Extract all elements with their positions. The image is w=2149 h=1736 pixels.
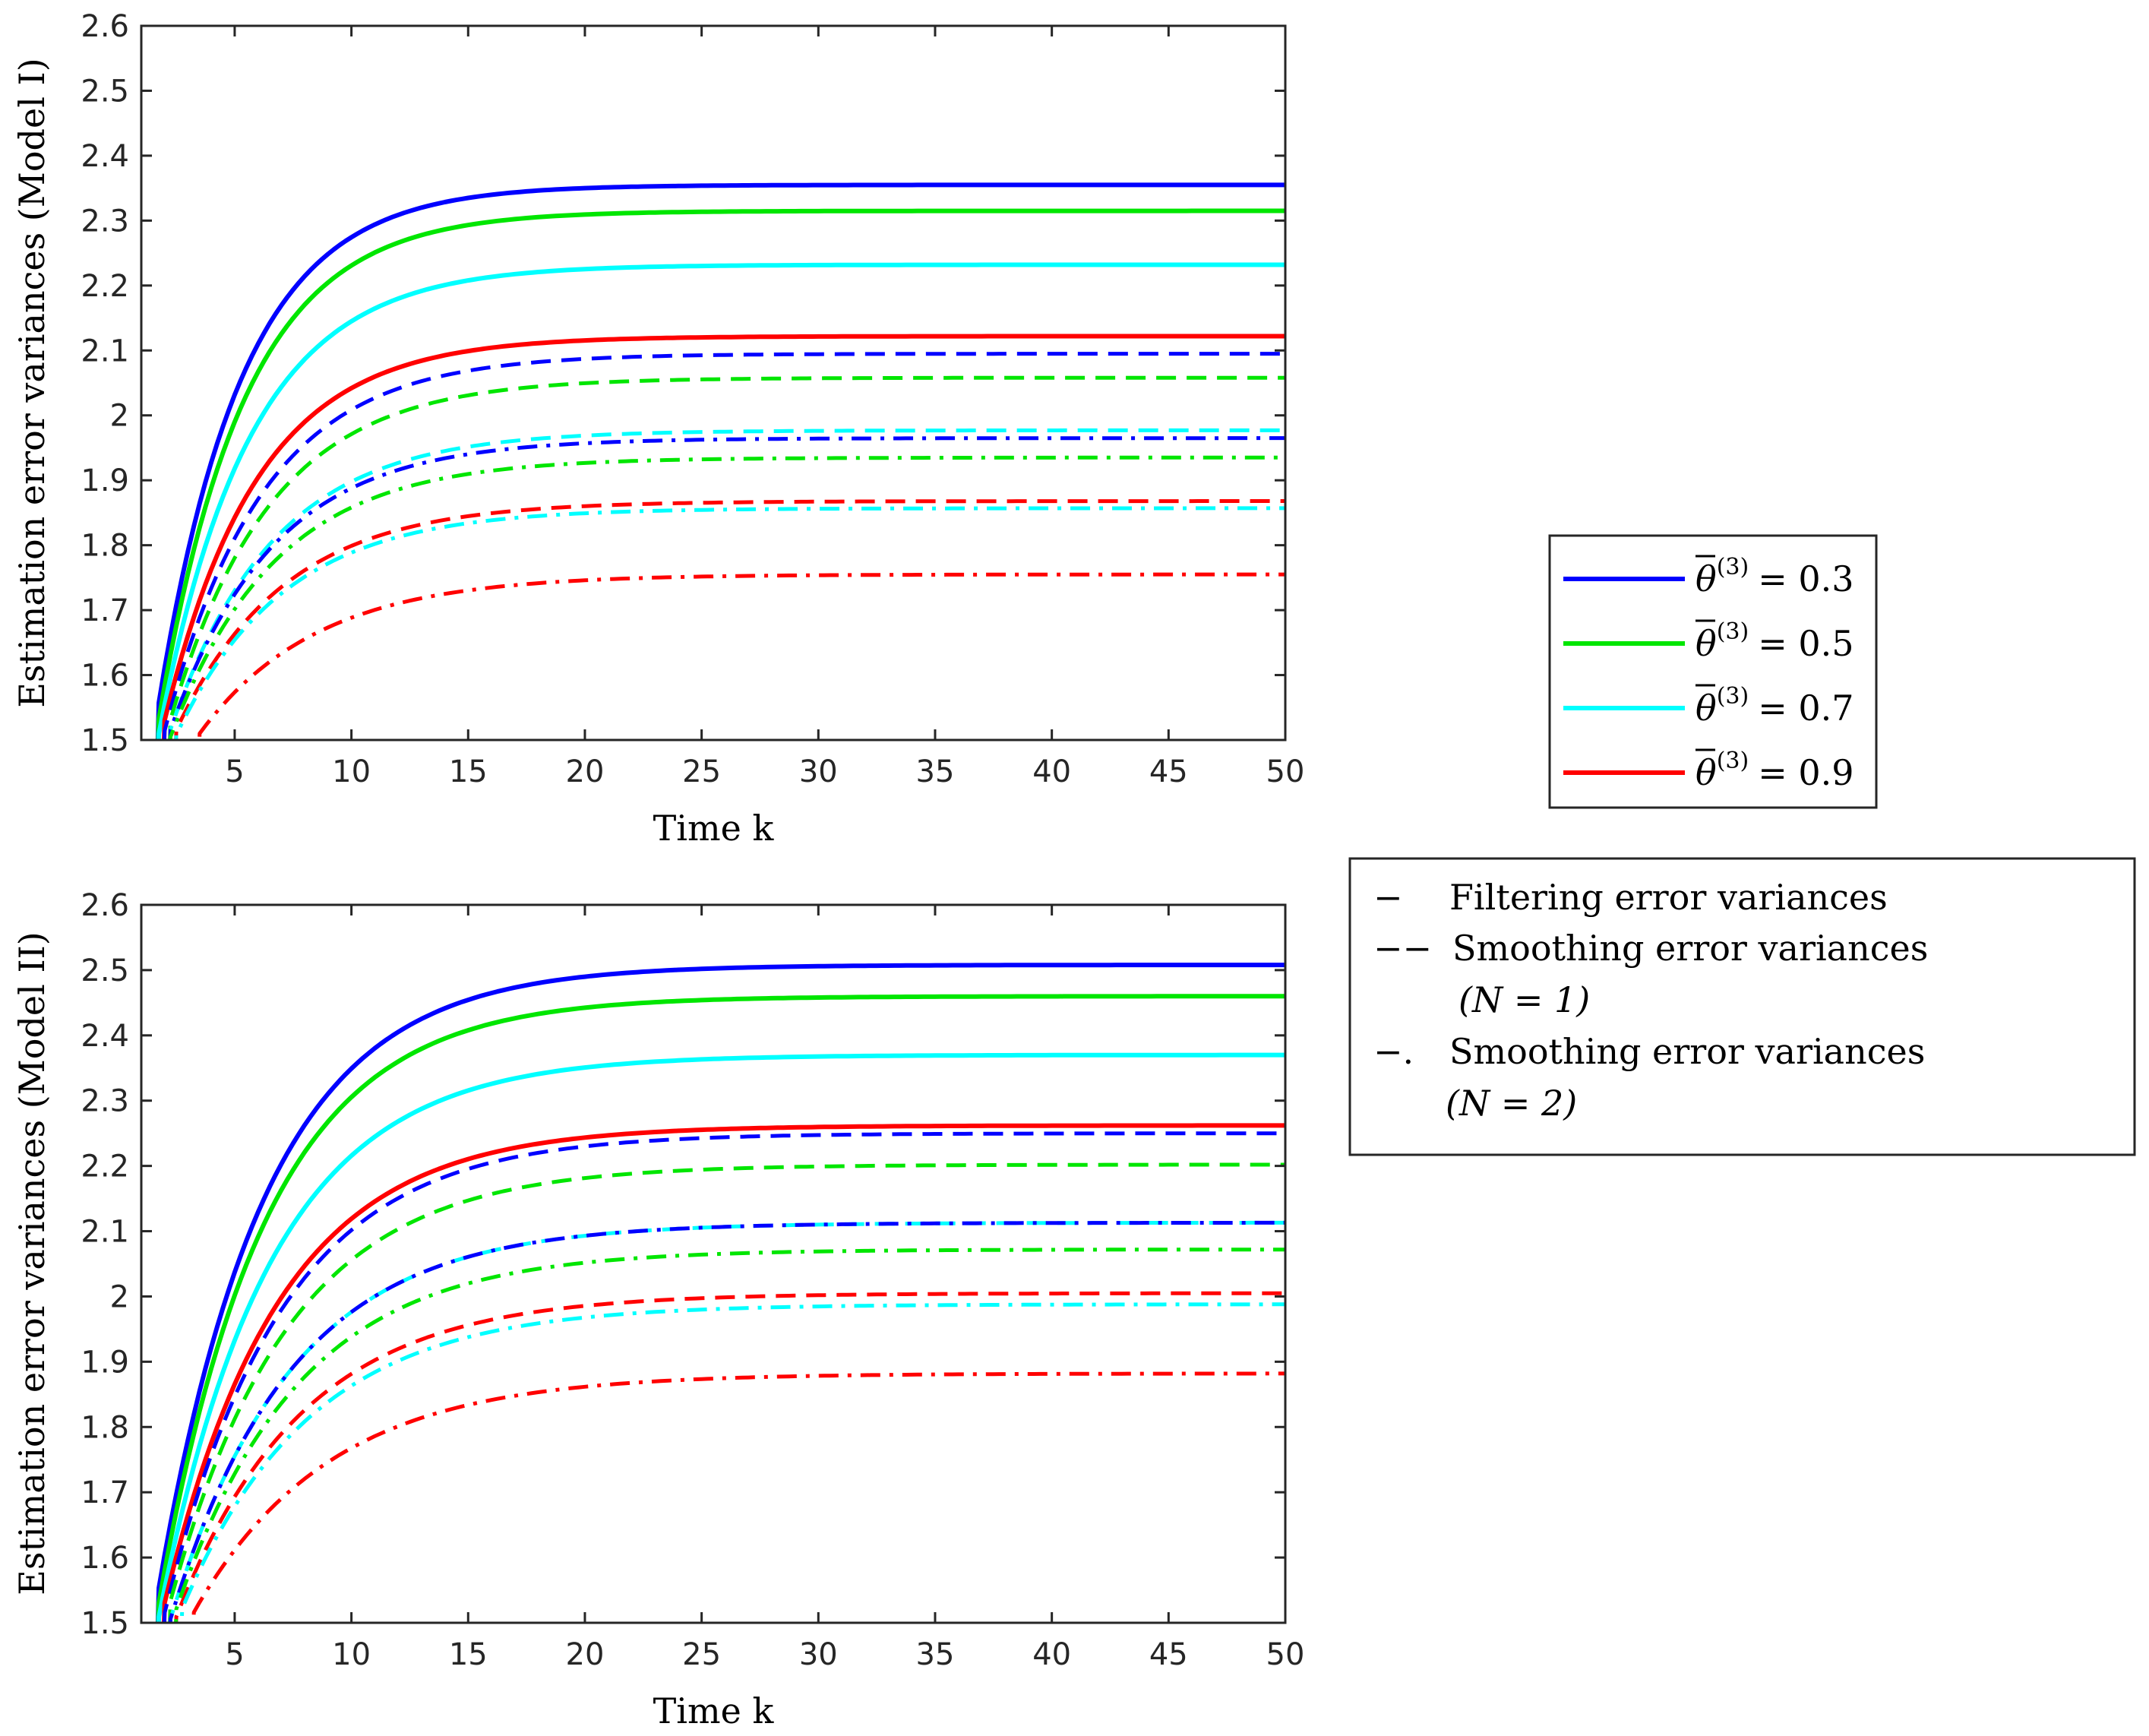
bottom-ytick-label: 2.6 <box>81 888 129 923</box>
bottom-ylabel: Estimation error variances (Model II) <box>11 931 52 1595</box>
top-ytick-label: 2.2 <box>81 269 129 304</box>
style-legend-symbol-1: − <box>1373 877 1403 918</box>
top-xtick-label: 25 <box>682 754 721 789</box>
style-legend-symbol-3: −. <box>1373 1031 1414 1072</box>
top-ytick-label: 1.8 <box>81 529 129 564</box>
top-xlabel: Time k <box>653 808 775 849</box>
bottom-ytick-label: 2 <box>110 1279 129 1314</box>
bottom-xtick-label: 20 <box>566 1637 605 1672</box>
top-xtick-label: 30 <box>799 754 838 789</box>
bottom-series-4 <box>161 1123 1285 1623</box>
top-ytick-label: 2 <box>110 399 129 434</box>
top-series-12 <box>198 572 1285 740</box>
top-series-5 <box>162 352 1285 740</box>
style-legend-text-1: Filtering error variances <box>1449 877 1888 918</box>
bottom-xtick-label: 5 <box>225 1637 244 1672</box>
top-xtick-label: 20 <box>566 754 605 789</box>
top-ytick-label: 1.6 <box>81 659 129 694</box>
top-xtick-label: 50 <box>1266 754 1305 789</box>
bottom-ytick-label: 1.5 <box>81 1606 129 1641</box>
theta-legend: θ(3) = 0.3 θ(3) = 0.5 θ(3) = 0.7 θ(3) = 0.9 <box>1548 534 1878 809</box>
top-series-2 <box>156 208 1285 740</box>
bottom-xtick-label: 50 <box>1266 1637 1305 1672</box>
theta-legend-label-2: θ(3) = 0.5 <box>1695 618 1854 664</box>
top-ytick-label: 2.4 <box>81 139 129 174</box>
top-series-9 <box>168 436 1285 740</box>
theta-legend-label-4: θ(3) = 0.9 <box>1695 748 1854 793</box>
top-series-10 <box>168 455 1285 740</box>
top-ticks-layer: 5 10 15 20 25 30 35 40 45 50 1.5 1.6 1.7 1.8 1.9 2 2.1 2.… <box>81 9 1304 789</box>
top-panel: 5 10 15 20 25 30 35 40 45 50 1.5 1.6 1.7 1.8 1.9 2 2.1 2.… <box>11 9 1304 849</box>
top-series-11 <box>174 506 1285 740</box>
top-series-4 <box>162 334 1285 740</box>
bottom-ytick-label: 2.3 <box>81 1084 129 1119</box>
theta-legend-label-3: θ(3) = 0.7 <box>1695 683 1854 729</box>
bottom-series-3 <box>156 1052 1285 1623</box>
bottom-panel: 5 10 15 20 25 30 35 40 45 50 1.5 1.6 1.7 1.8 1.9 2 2.1 2.… <box>11 888 1304 1731</box>
style-legend-text-3: Smoothing error variances <box>1449 1031 1925 1072</box>
top-ytick-label: 2.3 <box>81 204 129 239</box>
top-plot-frame <box>140 24 1287 742</box>
style-legend-box <box>1348 857 2136 1156</box>
top-xtick-label: 15 <box>449 754 488 789</box>
top-ytick-label: 1.7 <box>81 593 129 628</box>
bottom-xtick-label: 35 <box>916 1637 955 1672</box>
top-ytick-label: 1.5 <box>81 723 129 758</box>
bottom-ytick-label: 1.6 <box>81 1541 129 1576</box>
bottom-series-layer <box>155 963 1285 1623</box>
bottom-series-9 <box>168 1220 1285 1623</box>
bottom-ytick-label: 2.2 <box>81 1149 129 1184</box>
bottom-series-11 <box>179 1302 1285 1623</box>
theta-legend-label-1: θ(3) = 0.3 <box>1695 554 1854 599</box>
top-xtick-label: 40 <box>1032 754 1071 789</box>
top-series-7 <box>168 428 1285 740</box>
top-series-layer <box>155 182 1285 740</box>
bottom-xtick-label: 30 <box>799 1637 838 1672</box>
style-legend-subtext-2: (N = 2) <box>1446 1083 1577 1124</box>
top-ytick-label: 1.9 <box>81 463 129 498</box>
bottom-ytick-label: 2.4 <box>81 1019 129 1054</box>
bottom-series-1 <box>155 963 1285 1623</box>
bottom-xtick-label: 45 <box>1149 1637 1188 1672</box>
top-xtick-label: 5 <box>225 754 244 789</box>
bottom-xtick-label: 15 <box>449 1637 488 1672</box>
bottom-series-10 <box>174 1247 1285 1623</box>
top-xtick-label: 45 <box>1149 754 1188 789</box>
bottom-series-6 <box>168 1162 1285 1623</box>
top-xtick-label: 10 <box>332 754 371 789</box>
bottom-xtick-label: 10 <box>332 1637 371 1672</box>
style-legend-text-2: Smoothing error variances <box>1452 928 1928 969</box>
top-ytick-label: 2.6 <box>81 9 129 44</box>
style-legend-subtext-1: (N = 1) <box>1458 979 1590 1020</box>
bottom-series-5 <box>162 1131 1285 1623</box>
style-legend-symbol-2: −− <box>1373 928 1432 969</box>
top-ytick-label: 2.1 <box>81 334 129 368</box>
style-legend: − Filtering error variances −− Smoothing er… <box>1348 857 2136 1156</box>
bottom-series-2 <box>156 994 1285 1623</box>
top-xtick-label: 35 <box>916 754 955 789</box>
bottom-series-8 <box>174 1291 1285 1623</box>
bottom-ytick-label: 1.8 <box>81 1410 129 1445</box>
bottom-ytick-label: 2.5 <box>81 953 129 988</box>
top-series-6 <box>168 375 1285 740</box>
bottom-xtick-label: 40 <box>1032 1637 1071 1672</box>
bottom-ytick-label: 1.9 <box>81 1345 129 1380</box>
bottom-ytick-label: 1.7 <box>81 1475 129 1510</box>
top-ytick-label: 2.5 <box>81 74 129 109</box>
bottom-series-12 <box>191 1371 1285 1623</box>
bottom-plot-frame <box>140 903 1287 1624</box>
top-ylabel: Estimation error variances (Model I) <box>11 58 52 707</box>
bottom-ytick-label: 2.1 <box>81 1215 129 1250</box>
top-series-8 <box>174 499 1285 740</box>
bottom-xtick-label: 25 <box>682 1637 721 1672</box>
top-series-3 <box>156 262 1285 740</box>
top-series-1 <box>155 182 1285 740</box>
bottom-ticks-layer: 5 10 15 20 25 30 35 40 45 50 1.5 1.6 1.7 1.8 1.9 2 2.1 2.… <box>81 888 1304 1672</box>
bottom-xlabel: Time k <box>653 1690 775 1731</box>
